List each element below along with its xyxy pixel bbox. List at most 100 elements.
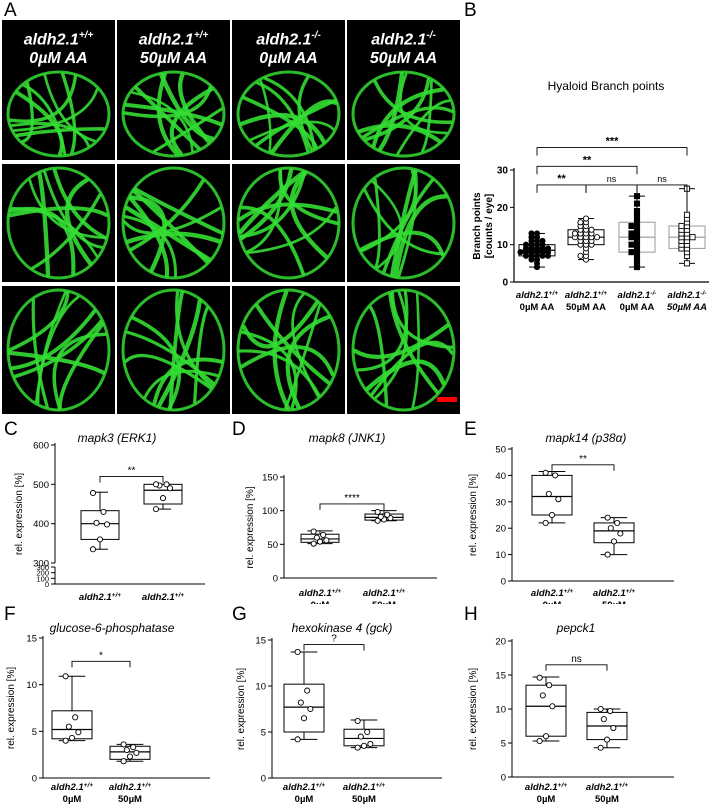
y-tick-label: 300 <box>33 559 49 570</box>
x-tick-label: aldh2.1+/+ <box>565 290 607 302</box>
data-point <box>533 230 541 237</box>
vessel-branch <box>291 293 320 398</box>
box <box>283 683 325 733</box>
data-point <box>62 673 69 680</box>
significance-bracket <box>99 476 164 483</box>
data-point <box>364 728 371 736</box>
box <box>80 510 120 540</box>
vessel-ring <box>351 166 456 280</box>
vessel-branch <box>246 169 283 254</box>
hyaloid-vessel-image <box>121 288 226 412</box>
vessel-branch <box>153 107 224 153</box>
x-tick-label: aldh2.1+/+ <box>51 782 93 794</box>
vessel-branch <box>377 71 405 152</box>
panel-letter-c: C <box>4 419 18 440</box>
vessel-branch <box>270 99 338 154</box>
x-tick-label: aldh2.1+/+ <box>142 592 184 604</box>
data-point <box>103 521 111 528</box>
genotype-superscript: +/+ <box>193 30 209 41</box>
data-point <box>683 260 691 267</box>
data-point <box>310 540 317 547</box>
vessel-branch <box>8 291 70 352</box>
y-axis-label: rel. expression [%] <box>236 668 247 750</box>
data-point <box>542 469 549 476</box>
significance-label: ** <box>583 154 592 166</box>
vessel-branch <box>240 205 305 276</box>
y-axis-label: rel. expression [%] <box>468 668 479 750</box>
data-point <box>539 692 546 699</box>
data-point <box>152 481 160 488</box>
data-point <box>555 496 562 503</box>
vessel-branch <box>255 99 337 147</box>
vessel-branch <box>357 123 442 144</box>
significance-label: ? <box>331 634 337 645</box>
data-point <box>683 211 691 218</box>
vessel-branch <box>64 177 93 266</box>
y-tick-label: 100 <box>262 506 278 517</box>
x-tick-label: 50µM AA <box>667 302 707 313</box>
significance-bracket <box>303 644 365 651</box>
data-point <box>552 472 559 479</box>
x-tick-label: aldh2.1+/+ <box>531 588 573 600</box>
chart-d-mapk8: mapk8 (JNK1) rel. expression [%] 0 50 100 150… <box>245 431 437 604</box>
x-tick-label: 50µM <box>602 600 626 604</box>
y-axis-label: Branch points <box>472 192 483 260</box>
chart-b-hyaloid-branch-points: Hyaloid Branch points Branch points [count… <box>472 79 709 313</box>
vessel-branch <box>242 95 318 149</box>
genotype-label: aldh2.1 <box>256 31 312 49</box>
significance-label: * <box>99 650 103 661</box>
data-point <box>126 753 134 760</box>
vessel-ring <box>121 70 226 158</box>
data-point <box>163 481 170 488</box>
y-tick-label: 300 <box>36 563 49 572</box>
vessel-branch <box>368 305 389 406</box>
hyaloid-vessel-image <box>236 288 341 412</box>
data-point <box>593 234 601 241</box>
x-tick-label: aldh2.1+/+ <box>525 782 567 794</box>
data-point <box>357 733 364 740</box>
panel-a-column-header-bg <box>232 20 345 68</box>
data-point <box>100 508 107 515</box>
vessel-branch <box>124 205 212 262</box>
hyaloid-vessel-image <box>351 288 456 412</box>
vessel-branch <box>362 106 454 139</box>
panel-a-column-header-bg <box>347 20 460 68</box>
data-point <box>577 252 584 259</box>
data-point <box>120 758 127 765</box>
significance-bracket <box>545 664 608 671</box>
genotype-superscript: -/- <box>311 30 321 41</box>
vessel-ring <box>351 288 456 412</box>
data-point <box>628 241 635 248</box>
vessel-ring <box>236 70 341 158</box>
panel-a-column-header: aldh2.1-/- 0µM AA <box>232 26 345 68</box>
micrograph-tile <box>117 164 230 282</box>
data-point <box>588 226 595 233</box>
vessel-branch <box>397 170 418 278</box>
genotype-label: aldh2.1 <box>23 31 79 49</box>
data-point <box>294 648 301 656</box>
y-tick-label: 0 <box>501 773 506 784</box>
vessel-branch <box>175 290 214 388</box>
data-point <box>93 519 100 526</box>
data-point <box>159 495 167 502</box>
treatment-label: 0µM AA <box>259 50 318 68</box>
data-point <box>582 215 590 222</box>
data-point <box>320 531 327 538</box>
micrograph-tile <box>347 68 460 160</box>
significance-bracket <box>71 660 131 668</box>
vessel-branch <box>57 322 104 410</box>
x-tick-label: 50µM <box>595 794 619 805</box>
x-tick-label: aldh2.1+/+ <box>109 782 151 794</box>
y-tick-label: 0 <box>45 580 49 589</box>
x-tick-label: 0µM AA <box>620 302 655 313</box>
y-tick-label: 15 <box>26 634 37 645</box>
x-tick-label: 0µM AA <box>520 302 555 313</box>
treatment-label: 50µM AA <box>139 50 208 68</box>
vessel-ring <box>121 166 226 280</box>
vessel-branch <box>31 298 49 408</box>
y-axis-label: rel. expression [%] <box>245 486 256 568</box>
x-tick-label: aldh2.1+/+ <box>586 782 628 794</box>
micrograph-tile <box>2 286 115 414</box>
hyaloid-vessel-image <box>121 70 226 158</box>
data-point <box>689 234 696 241</box>
